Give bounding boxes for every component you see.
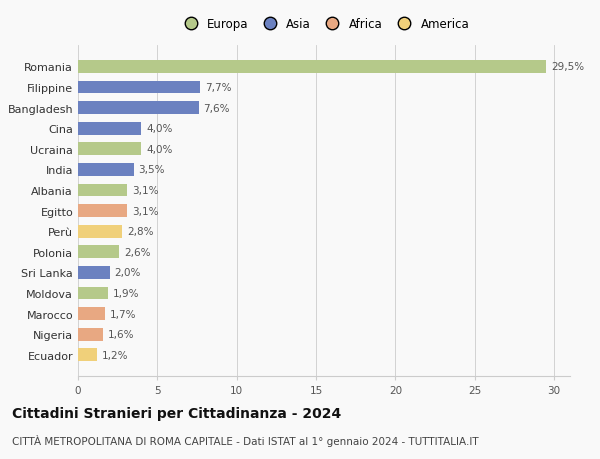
Text: 1,9%: 1,9% <box>113 288 139 298</box>
Bar <box>78 246 119 258</box>
Text: Cittadini Stranieri per Cittadinanza - 2024: Cittadini Stranieri per Cittadinanza - 2… <box>12 406 341 420</box>
Text: 4,0%: 4,0% <box>146 145 173 155</box>
Text: 3,5%: 3,5% <box>139 165 165 175</box>
Bar <box>78 225 122 238</box>
Bar <box>78 328 103 341</box>
Text: 7,7%: 7,7% <box>205 83 232 93</box>
Text: 1,7%: 1,7% <box>110 309 136 319</box>
Text: 3,1%: 3,1% <box>132 206 158 216</box>
Bar <box>78 143 142 156</box>
Bar <box>78 205 127 218</box>
Text: 4,0%: 4,0% <box>146 124 173 134</box>
Text: 3,1%: 3,1% <box>132 185 158 196</box>
Text: 2,6%: 2,6% <box>124 247 151 257</box>
Text: 2,0%: 2,0% <box>115 268 141 278</box>
Text: 7,6%: 7,6% <box>203 103 230 113</box>
Text: 1,6%: 1,6% <box>108 330 134 339</box>
Text: 2,8%: 2,8% <box>127 227 154 237</box>
Bar <box>78 287 108 300</box>
Bar <box>78 81 200 94</box>
Bar <box>78 184 127 197</box>
Text: 1,2%: 1,2% <box>102 350 128 360</box>
Bar <box>78 102 199 115</box>
Bar <box>78 308 105 320</box>
Bar <box>78 349 97 361</box>
Bar <box>78 61 546 73</box>
Legend: Europa, Asia, Africa, America: Europa, Asia, Africa, America <box>176 16 472 34</box>
Text: CITTÀ METROPOLITANA DI ROMA CAPITALE - Dati ISTAT al 1° gennaio 2024 - TUTTITALI: CITTÀ METROPOLITANA DI ROMA CAPITALE - D… <box>12 434 479 446</box>
Bar <box>78 266 110 279</box>
Bar <box>78 123 142 135</box>
Bar <box>78 164 134 176</box>
Text: 29,5%: 29,5% <box>551 62 584 72</box>
